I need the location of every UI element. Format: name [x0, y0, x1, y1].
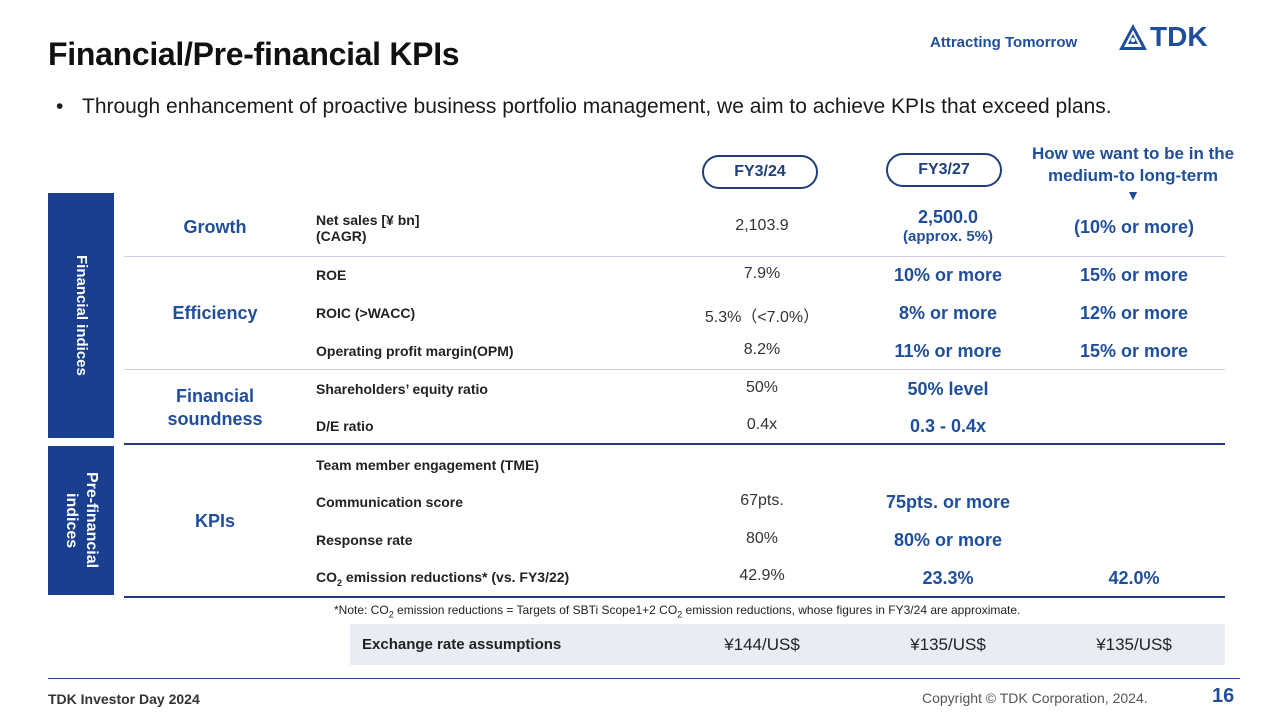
metric-roic: ROIC (>WACC) [316, 305, 416, 321]
metric-de-ratio: D/E ratio [316, 418, 374, 434]
metric-opm: Operating profit margin(OPM) [316, 343, 514, 359]
sidebar-financial-label: Financial indices [73, 255, 90, 376]
value-fy24-roe: 7.9% [743, 265, 781, 282]
column-header-fy27: FY3/27 [886, 153, 1002, 187]
value-fy27-co2: 23.3% [922, 568, 974, 588]
divider [124, 256, 1225, 257]
footer-copyright: Copyright © TDK Corporation, 2024. [922, 690, 1148, 706]
divider [124, 369, 1225, 370]
value-fy27-response-rate: 80% or more [893, 530, 1003, 550]
value-lt-net-sales: (10% or more) [1073, 217, 1195, 237]
value-lt-co2: 42.0% [1108, 568, 1160, 588]
value-fy27-opm: 11% or more [894, 341, 1002, 361]
exchange-rate-lt: ¥135/US$ [1096, 634, 1172, 654]
value-fy27-equity-ratio: 50% level [907, 379, 989, 399]
exchange-rate-fy24: ¥144/US$ [724, 634, 800, 654]
value-fy27-net-sales: 2,500.0 (approx. 5%) [858, 207, 1038, 247]
longterm-label: How we want to be in the medium-to long-… [1031, 144, 1235, 185]
footnote-part: emission reductions = Targets of SBTi Sc… [393, 603, 678, 617]
value-fy27-communication-score: 75pts. or more [885, 492, 1011, 512]
value-fy24-de-ratio: 0.4x [746, 416, 778, 433]
value-fy24-communication-score: 67pts. [740, 492, 784, 509]
metric-response-rate: Response rate [316, 532, 413, 548]
exchange-rate-label: Exchange rate assumptions [362, 636, 562, 653]
value-lt-opm: 15% or more [1079, 341, 1189, 361]
value-fy24-net-sales: 2,103.9 [735, 217, 789, 234]
value-fy24-equity-ratio: 50% [745, 379, 779, 396]
divider [124, 443, 1225, 445]
bullet-dot-icon: • [56, 95, 64, 118]
value-lt-roic: 12% or more [1079, 303, 1189, 323]
metric-net-sales-sub: (CAGR) [316, 228, 367, 244]
metric-net-sales-label: Net sales [¥ bn] [316, 212, 420, 228]
metric-co2-label-sub: 2 [337, 577, 343, 588]
value-fy24-co2: 42.9% [739, 567, 785, 584]
metric-tme: Team member engagement (TME) [316, 457, 540, 473]
value-fy27-de-ratio: 0.3 - 0.4x [909, 416, 987, 436]
value-fy27-roe: 10% or more [893, 265, 1003, 285]
footnote-sub: 2 [677, 609, 683, 620]
category-soundness: Financial soundness [167, 386, 263, 429]
value-fy24-opm: 8.2% [743, 341, 781, 358]
value-fy27-net-sales-main: 2,500.0 [917, 207, 979, 227]
sidebar-prefinancial-label: Pre-financial indices [63, 472, 100, 569]
metric-equity-ratio: Shareholders’ equity ratio [316, 381, 488, 397]
column-header-longterm: How we want to be in the medium-to long-… [1014, 143, 1252, 203]
down-triangle-icon: ▼ [1126, 187, 1140, 203]
metric-co2-label-a: CO [316, 569, 337, 585]
value-fy24-roic: 5.3%（<7.0%） [704, 309, 820, 326]
footnote-sub: 2 [388, 609, 394, 620]
value-lt-roe: 15% or more [1079, 265, 1189, 285]
value-fy27-roic: 8% or more [898, 303, 998, 323]
footer-event: TDK Investor Day 2024 [48, 691, 200, 707]
metric-roe: ROE [316, 267, 347, 283]
value-fy24-response-rate: 80% [745, 530, 779, 547]
metric-co2-reductions: CO2 emission reductions* (vs. FY3/22) [316, 569, 569, 591]
category-growth: Growth [183, 217, 247, 237]
exchange-rate-fy27: ¥135/US$ [910, 634, 986, 654]
exchange-rate-row: Exchange rate assumptions ¥144/US$ ¥135/… [350, 624, 1225, 665]
category-kpis: KPIs [194, 511, 236, 531]
tdk-emblem-icon [1119, 24, 1147, 50]
tdk-logo: TDK [1118, 21, 1208, 52]
footer-divider [48, 678, 1240, 679]
category-efficiency: Efficiency [172, 303, 258, 323]
logo-text: TDK [1150, 21, 1208, 52]
divider [124, 596, 1225, 598]
sidebar-prefinancial-indices: Pre-financial indices [48, 446, 114, 595]
intro-text: Through enhancement of proactive busines… [82, 95, 1112, 118]
page-number: 16 [1212, 685, 1235, 707]
footnote: *Note: CO2 emission reductions = Targets… [334, 603, 1020, 619]
column-header-fy24: FY3/24 [702, 155, 818, 189]
metric-communication-score: Communication score [316, 494, 464, 510]
footnote-part: emission reductions, whose figures in FY… [682, 603, 1021, 617]
intro-bullet: • Through enhancement of proactive busin… [56, 92, 1136, 121]
metric-co2-label-b: emission reductions* (vs. FY3/22) [342, 569, 570, 585]
sidebar-financial-indices: Financial indices [48, 193, 114, 438]
tagline: Attracting Tomorrow [930, 34, 1078, 51]
metric-net-sales: Net sales [¥ bn] (CAGR) [316, 212, 419, 244]
footnote-part: *Note: CO [334, 603, 389, 617]
value-fy27-net-sales-sub: (approx. 5%) [902, 228, 993, 245]
page-title: Financial/Pre-financial KPIs [48, 36, 460, 72]
